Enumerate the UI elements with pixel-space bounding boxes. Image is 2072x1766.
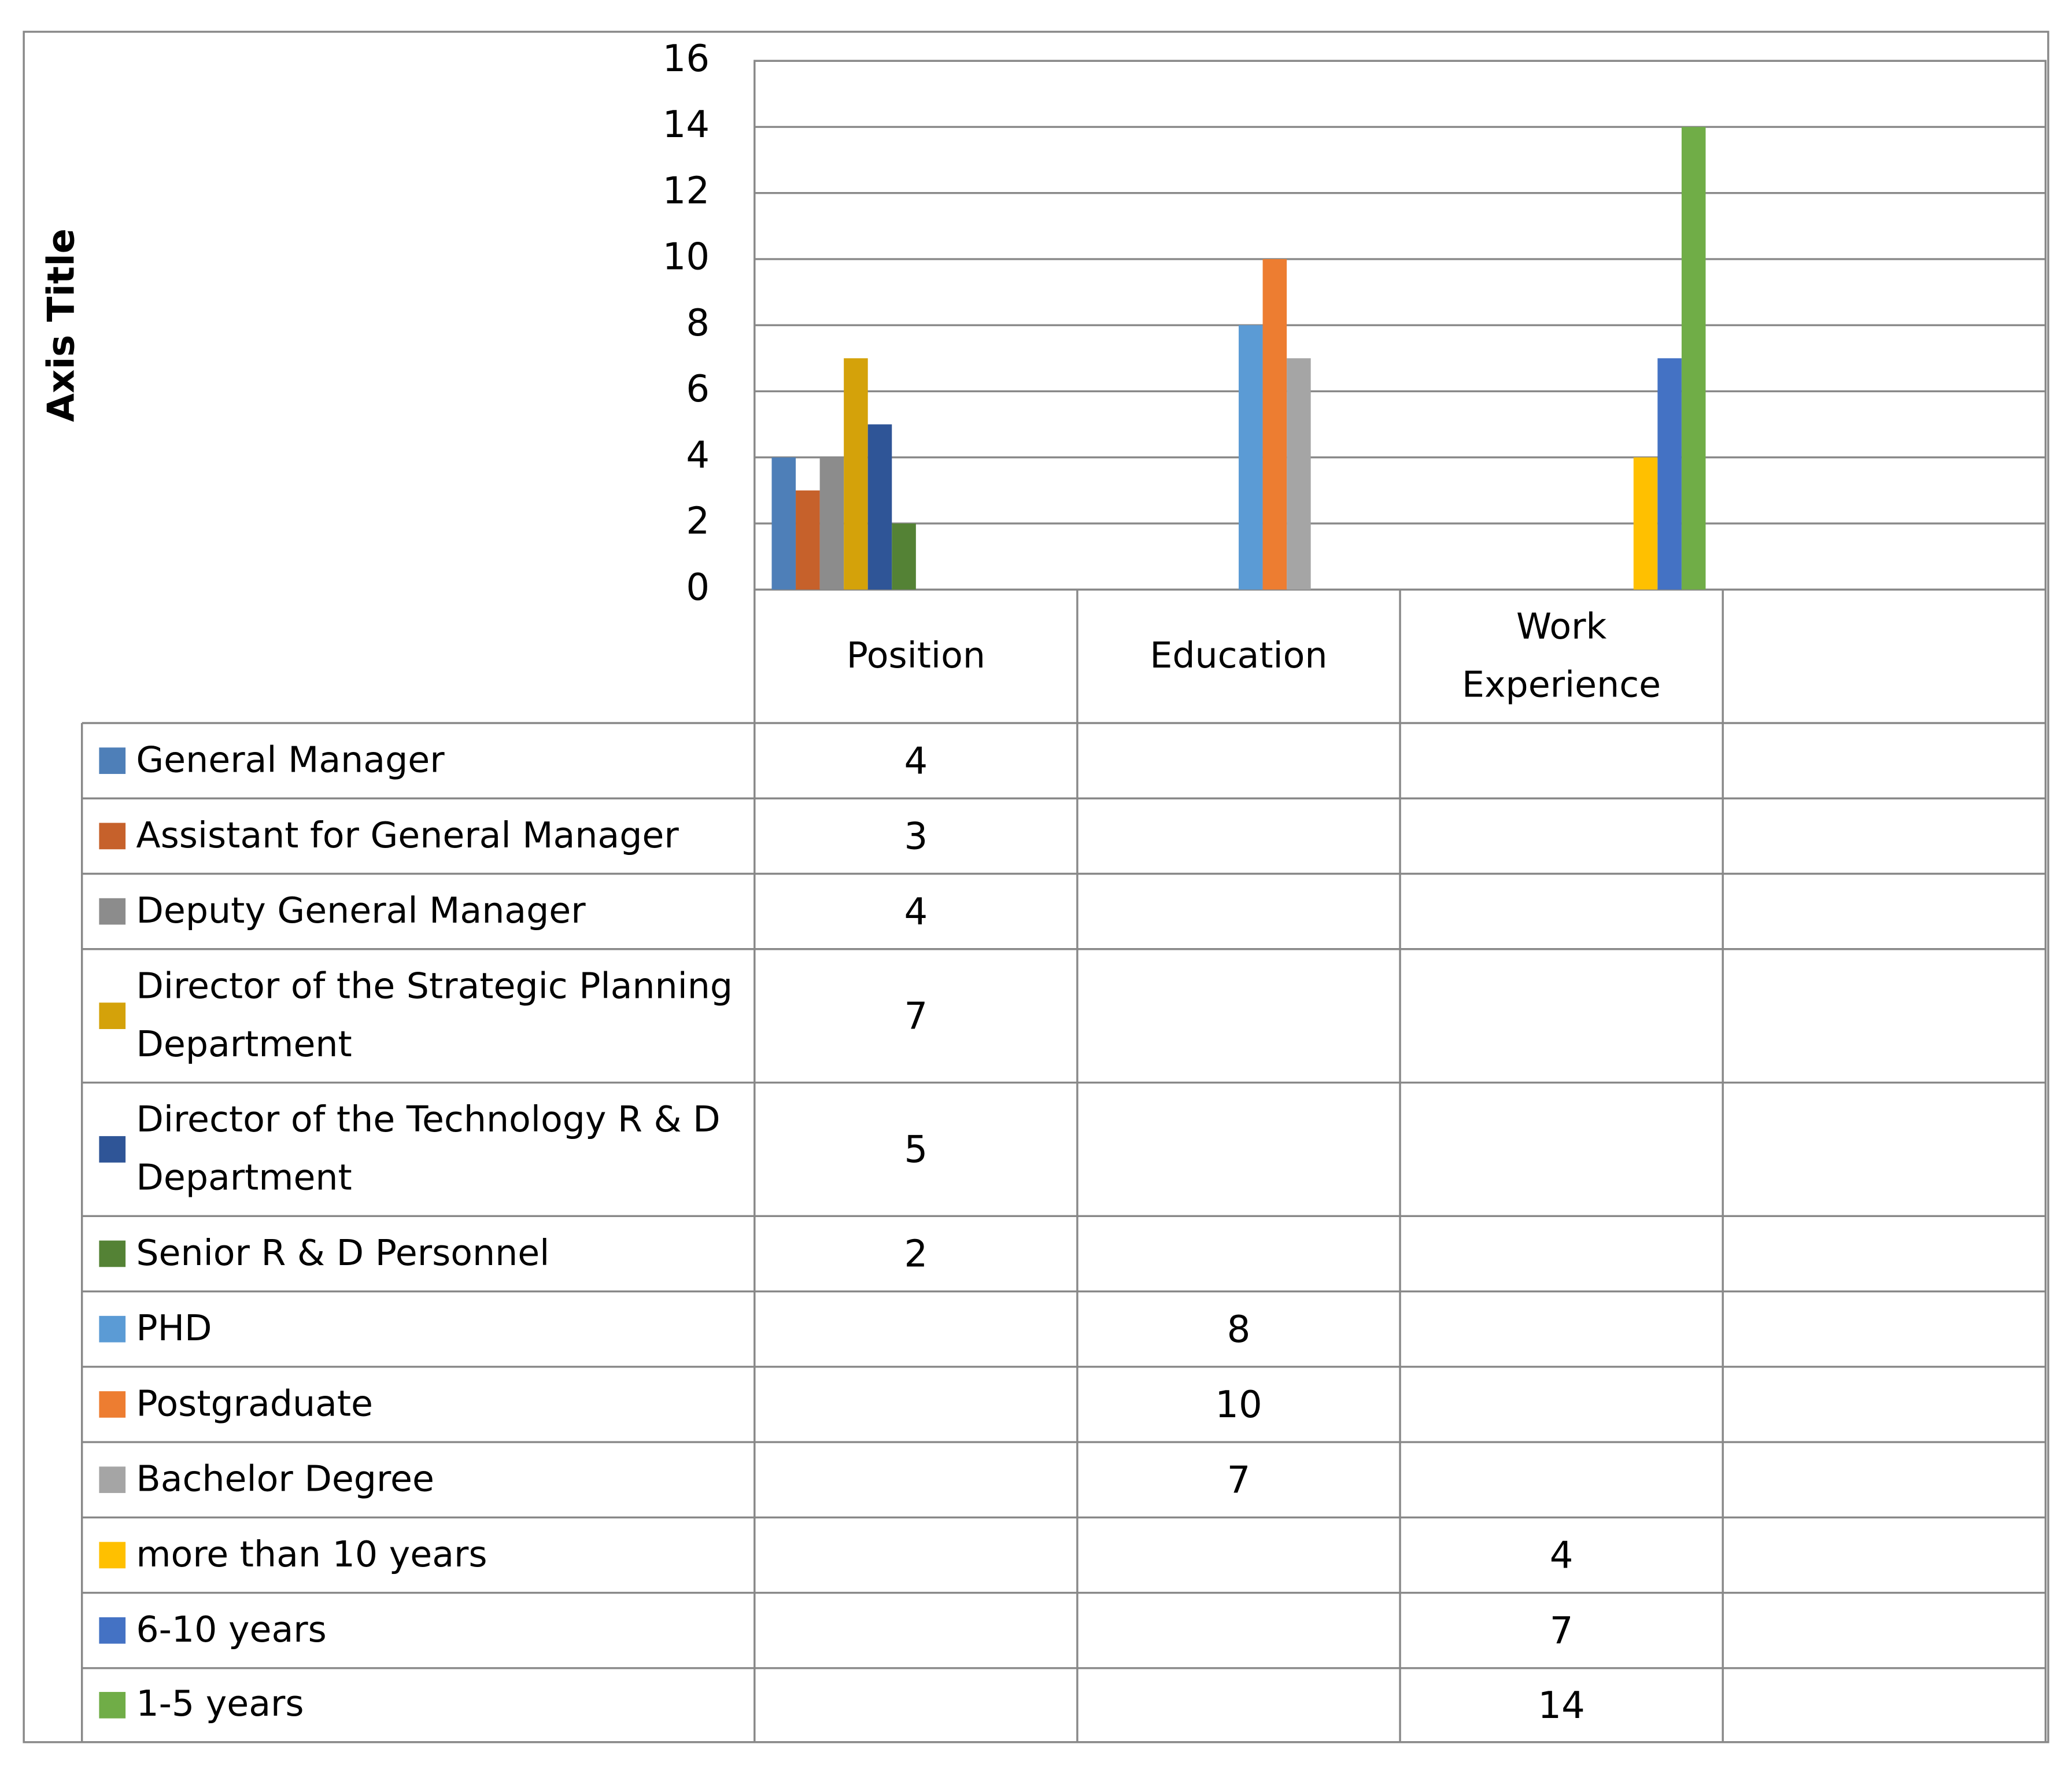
- table-value: 7: [1550, 1610, 1574, 1653]
- bar: [771, 457, 796, 590]
- category-label: Education: [1150, 635, 1328, 676]
- bar: [892, 523, 916, 590]
- table-value: 7: [1227, 1459, 1251, 1502]
- table-value: 10: [1215, 1384, 1262, 1426]
- legend-label-box: PHD: [136, 1308, 212, 1349]
- legend-swatch: [99, 1391, 126, 1418]
- legend-label-box: Deputy General Manager: [136, 890, 586, 931]
- legend-label: Director of the Technology R & D Departm…: [136, 1099, 721, 1199]
- legend-label-box: Postgraduate: [136, 1383, 374, 1425]
- bar: [1287, 358, 1311, 590]
- category-label-box: Education: [1150, 635, 1328, 676]
- legend-swatch: [99, 1002, 126, 1030]
- table-value: 2: [904, 1233, 928, 1276]
- legend-label: more than 10 years: [136, 1533, 487, 1575]
- legend-swatch: [99, 1240, 126, 1267]
- legend-label-box: 6-10 years: [136, 1609, 327, 1650]
- y-tick-label: 14: [663, 104, 710, 146]
- bar: [1657, 358, 1682, 590]
- table-value: 14: [1538, 1684, 1585, 1727]
- y-tick-label: 0: [686, 566, 710, 609]
- bar: [1262, 259, 1287, 590]
- legend-swatch: [99, 823, 126, 850]
- category-label: Work Experience: [1462, 606, 1661, 706]
- table-value: 3: [904, 816, 928, 858]
- legend-swatch: [99, 1617, 126, 1644]
- table-value: 8: [1227, 1308, 1251, 1351]
- category-label-box: Work Experience: [1462, 606, 1661, 706]
- bar: [844, 358, 868, 590]
- bar: [867, 424, 892, 590]
- chart-border: [23, 31, 2049, 1743]
- bar: [796, 490, 820, 590]
- legend-swatch: [99, 1315, 126, 1343]
- legend-label: Bachelor Degree: [136, 1458, 434, 1500]
- category-label: Position: [846, 635, 985, 676]
- bar: [1681, 127, 1706, 590]
- category-label-box: Position: [846, 635, 985, 676]
- y-tick-label: 12: [663, 169, 710, 212]
- bar: [819, 457, 844, 590]
- legend-label: 6-10 years: [136, 1609, 327, 1650]
- legend-swatch: [99, 898, 126, 925]
- legend-swatch: [99, 1136, 126, 1163]
- table-value: 4: [1550, 1535, 1574, 1577]
- legend-label: General Manager: [136, 739, 445, 781]
- legend-label-box: Senior R & D Personnel: [136, 1232, 550, 1274]
- legend-label: Senior R & D Personnel: [136, 1232, 550, 1274]
- legend-label-box: Assistant for General Manager: [136, 814, 679, 856]
- legend-label-box: more than 10 years: [136, 1533, 487, 1575]
- y-tick-label: 4: [686, 434, 710, 477]
- y-tick-label: 8: [686, 302, 710, 345]
- legend-label-box: Director of the Strategic Planning Depar…: [136, 965, 733, 1065]
- legend-label-box: General Manager: [136, 739, 445, 781]
- legend-label-box: Bachelor Degree: [136, 1458, 434, 1500]
- legend-label-box: Director of the Technology R & D Departm…: [136, 1099, 721, 1199]
- bar: [1633, 457, 1658, 590]
- legend-label: Postgraduate: [136, 1383, 374, 1425]
- legend-label: PHD: [136, 1308, 212, 1349]
- legend-label: 1-5 years: [136, 1684, 304, 1726]
- y-axis-title: Axis Title: [40, 228, 83, 422]
- table-value: 4: [904, 740, 928, 783]
- y-tick-label: 10: [663, 236, 710, 279]
- legend-swatch: [99, 1466, 126, 1494]
- table-value: 5: [904, 1129, 928, 1171]
- legend-label: Deputy General Manager: [136, 890, 586, 931]
- y-tick-label: 2: [686, 500, 710, 543]
- y-tick-label: 16: [663, 38, 710, 80]
- legend-label: Director of the Strategic Planning Depar…: [136, 965, 733, 1065]
- legend-swatch: [99, 747, 126, 774]
- y-tick-label: 6: [686, 368, 710, 411]
- legend-label-box: 1-5 years: [136, 1684, 304, 1726]
- table-value: 7: [904, 995, 928, 1038]
- legend-swatch: [99, 1542, 126, 1569]
- legend-swatch: [99, 1691, 126, 1719]
- bar: [1238, 325, 1263, 590]
- table-value: 4: [904, 891, 928, 934]
- legend-label: Assistant for General Manager: [136, 814, 679, 856]
